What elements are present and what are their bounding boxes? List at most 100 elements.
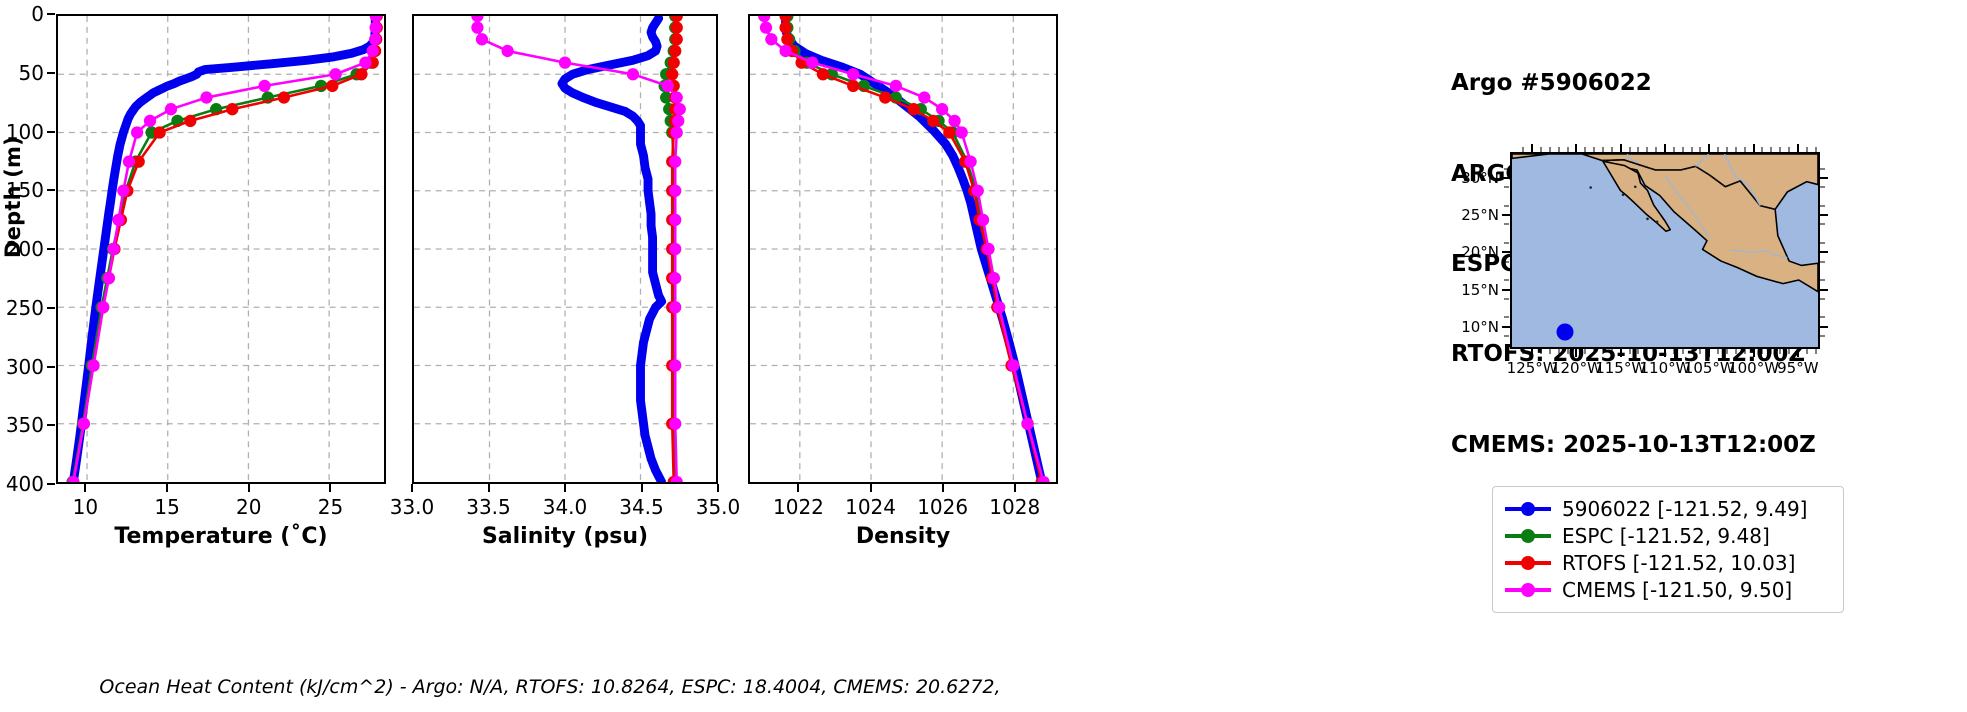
series-legend: 5906022 [-121.52, 9.49] ESPC [-121.52, 9… — [1492, 486, 1844, 613]
map-lon-minor-tick — [1761, 147, 1763, 152]
legend-item-espc[interactable]: ESPC [-121.52, 9.48] — [1505, 522, 1831, 549]
map-lon-minor-tick — [1593, 147, 1595, 152]
legend-item-rtofs[interactable]: RTOFS [-121.52, 10.03] — [1505, 549, 1831, 576]
x-tick-mark — [941, 484, 944, 492]
depth-tick-label: 250 — [5, 295, 44, 320]
location-map[interactable] — [1510, 152, 1820, 349]
map-lon-minor-tick — [1558, 349, 1560, 354]
map-lat-minor-tick — [1820, 335, 1825, 337]
map-lat-minor-tick — [1504, 279, 1509, 281]
map-lon-minor-tick — [1761, 349, 1763, 354]
map-lon-minor-tick — [1637, 147, 1639, 152]
x-tick-label: 33.0 — [389, 495, 435, 519]
x-tick-mark — [564, 484, 566, 492]
map-lat-minor-tick — [1504, 205, 1509, 207]
map-lon-tick — [1752, 144, 1755, 152]
x-tick-mark — [717, 484, 719, 492]
temperature-axis-title: Temperature (˚C) — [114, 524, 328, 549]
x-tick-label: 33.5 — [466, 495, 511, 519]
map-lon-tick — [1531, 349, 1534, 357]
map-lon-minor-tick — [1788, 147, 1790, 152]
legend-marker-cmems — [1505, 581, 1551, 599]
x-tick-mark — [166, 484, 169, 492]
map-lon-minor-tick — [1744, 349, 1746, 354]
depth-tick-mark — [47, 424, 55, 427]
x-tick-label: 34.0 — [542, 495, 588, 519]
map-lon-minor-tick — [1691, 147, 1693, 152]
map-lat-minor-tick — [1504, 261, 1509, 263]
x-tick-mark — [487, 484, 490, 492]
map-lon-tick — [1664, 349, 1666, 357]
map-lon-minor-tick — [1806, 349, 1808, 354]
map-lat-tick — [1502, 288, 1510, 291]
map-lon-minor-tick — [1522, 349, 1524, 354]
map-lon-label: 120°W — [1550, 359, 1602, 377]
map-lat-minor-tick — [1820, 205, 1825, 207]
map-lon-minor-tick — [1655, 147, 1657, 152]
x-tick-mark — [797, 484, 800, 492]
density-axis-title: Density — [855, 524, 951, 549]
map-lon-label: 125°W — [1506, 359, 1558, 377]
map-lat-minor-tick — [1820, 223, 1825, 225]
legend-label-espc: ESPC [-121.52, 9.48] — [1562, 523, 1770, 548]
depth-tick-label: 300 — [5, 354, 44, 379]
map-lat-minor-tick — [1504, 242, 1509, 244]
map-lat-tick — [1502, 214, 1510, 217]
map-lon-minor-tick — [1815, 147, 1817, 152]
map-lon-tick — [1664, 144, 1666, 152]
depth-tick-mark — [47, 306, 55, 309]
map-lon-minor-tick — [1682, 147, 1684, 152]
x-tick-mark — [84, 484, 87, 492]
map-lat-minor-tick — [1820, 316, 1825, 318]
legend-item-cmems[interactable]: CMEMS [-121.50, 9.50] — [1505, 576, 1831, 603]
map-lat-minor-tick — [1504, 335, 1509, 337]
x-tick-mark — [1013, 484, 1016, 492]
map-lon-minor-tick — [1726, 147, 1728, 152]
legend-marker-rtofs — [1505, 554, 1551, 572]
map-lon-minor-tick — [1673, 147, 1675, 152]
x-tick-label: 25 — [317, 495, 344, 519]
map-lon-minor-tick — [1699, 349, 1701, 354]
x-tick-label: 15 — [154, 495, 180, 519]
map-lon-tick — [1752, 349, 1755, 357]
map-lat-tick — [1820, 214, 1828, 217]
map-lon-tick — [1708, 144, 1711, 152]
legend-label-rtofs: RTOFS [-121.52, 10.03] — [1562, 550, 1796, 575]
map-lat-minor-tick — [1504, 223, 1509, 225]
map-lon-minor-tick — [1806, 147, 1808, 152]
x-tick-label: 34.5 — [619, 495, 664, 519]
map-lon-minor-tick — [1602, 147, 1604, 152]
map-lon-minor-tick — [1558, 147, 1560, 152]
map-lat-label: 10°N — [1461, 317, 1499, 336]
legend-marker-argo — [1505, 500, 1551, 518]
x-tick-label: 20 — [236, 495, 262, 519]
depth-tick-mark — [47, 13, 55, 15]
legend-item-argo[interactable]: 5906022 [-121.52, 9.49] — [1505, 495, 1831, 522]
map-lon-minor-tick — [1602, 349, 1604, 354]
map-lon-minor-tick — [1611, 147, 1613, 152]
depth-tick-label: 150 — [5, 178, 44, 203]
map-lon-label: 105°W — [1683, 359, 1735, 377]
depth-tick-label: 50 — [18, 60, 44, 85]
map-lon-tick — [1619, 349, 1622, 357]
depth-tick-label: 100 — [5, 119, 44, 144]
map-lon-minor-tick — [1699, 147, 1701, 152]
map-lat-tick — [1502, 251, 1510, 254]
x-tick-mark — [247, 484, 250, 492]
map-lon-tick — [1619, 144, 1622, 152]
map-lat-label: 30°N — [1461, 169, 1499, 188]
map-lat-minor-tick — [1504, 186, 1509, 188]
map-lon-tick — [1796, 349, 1799, 357]
map-lon-minor-tick — [1522, 147, 1524, 152]
map-lon-minor-tick — [1584, 349, 1586, 354]
map-lat-label: 25°N — [1461, 206, 1499, 225]
salinity-axis-title: Salinity (psu) — [481, 524, 649, 549]
legend-marker-espc — [1505, 527, 1551, 545]
map-lat-minor-tick — [1820, 242, 1825, 244]
map-lon-tick — [1575, 144, 1578, 152]
map-lon-minor-tick — [1611, 349, 1613, 354]
depth-tick-mark — [47, 189, 55, 192]
map-lon-minor-tick — [1691, 349, 1693, 354]
x-tick-label: 1024 — [845, 495, 896, 519]
